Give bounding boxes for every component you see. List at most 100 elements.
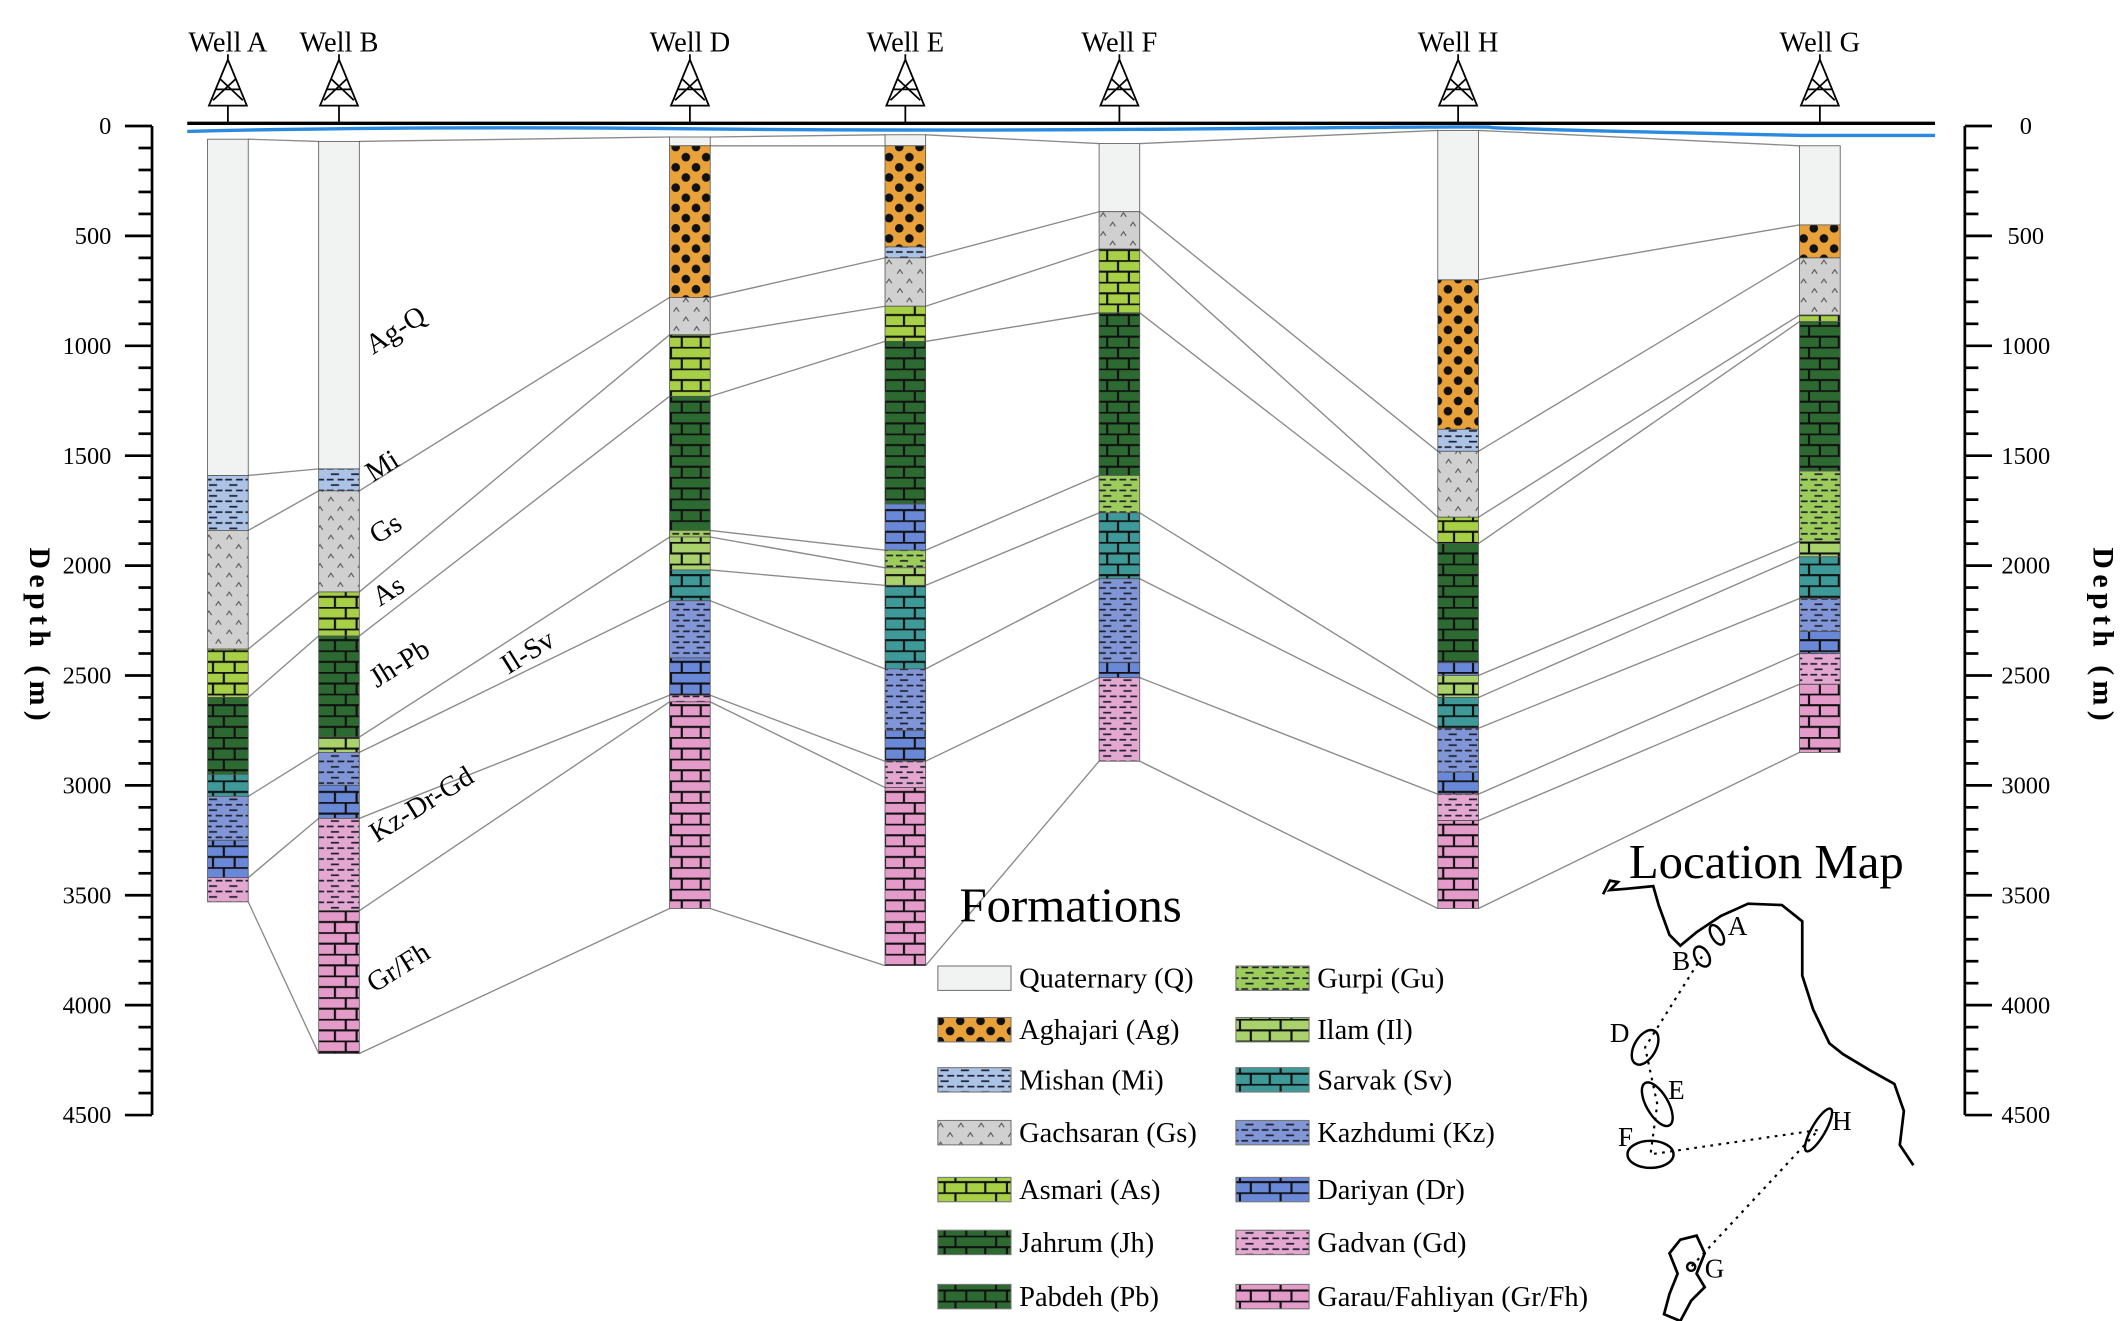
layer-sv bbox=[1098, 512, 1141, 580]
well-name: Well F bbox=[1081, 27, 1157, 58]
tick-label: 3500 bbox=[2001, 882, 2050, 909]
legend-label: Quaternary (Q) bbox=[1019, 964, 1194, 995]
layer-gr bbox=[1799, 683, 1841, 753]
correlation-line bbox=[247, 635, 320, 698]
map-well-label: A bbox=[1728, 911, 1748, 941]
well-name: Well B bbox=[299, 27, 378, 58]
correlation-line bbox=[247, 751, 320, 797]
correlation-line bbox=[1139, 512, 1439, 699]
layer-as bbox=[1437, 516, 1479, 545]
legend-label: Jahrum (Jh) bbox=[1019, 1228, 1154, 1259]
legend-title: Formations bbox=[960, 878, 1182, 932]
legend-item-as: Asmari (As) bbox=[937, 1175, 1161, 1206]
layer-gd bbox=[207, 877, 249, 903]
section-label: Ag-Q bbox=[360, 300, 432, 361]
layer-q bbox=[669, 136, 711, 147]
correlation-line bbox=[925, 677, 1100, 762]
tick-label: 1000 bbox=[63, 333, 112, 360]
map-well-label: E bbox=[1668, 1075, 1685, 1105]
correlation-line bbox=[358, 395, 671, 637]
layer-gr bbox=[1437, 820, 1479, 909]
legend-label: Gachsaran (Gs) bbox=[1019, 1118, 1197, 1149]
legend-label: Aghajari (Ag) bbox=[1019, 1015, 1179, 1046]
legend-label: Dariyan (Dr) bbox=[1317, 1175, 1465, 1206]
legend-item-kz: Kazhdumi (Kz) bbox=[1235, 1118, 1495, 1149]
layer-ag bbox=[669, 145, 711, 298]
correlation-line bbox=[1478, 556, 1800, 699]
legend-swatch bbox=[1235, 1176, 1310, 1203]
oil-derrick-icon bbox=[669, 54, 711, 124]
legend-item-il: Ilam (Il) bbox=[1235, 1015, 1413, 1046]
legend-swatch bbox=[1235, 965, 1310, 991]
correlation-line bbox=[1478, 314, 1800, 518]
section-label: As bbox=[367, 570, 410, 613]
axis-title: Depth (m) bbox=[23, 547, 56, 726]
layer-gu bbox=[884, 549, 927, 569]
correlation-line bbox=[710, 134, 886, 138]
layer-as bbox=[669, 334, 711, 397]
layer-sv bbox=[207, 773, 249, 797]
legend-item-ag: Aghajari (Ag) bbox=[937, 1015, 1179, 1046]
map-well-label: H bbox=[1832, 1106, 1852, 1136]
layer-dr bbox=[884, 503, 927, 551]
layer-gs bbox=[669, 297, 711, 336]
layer-gu bbox=[1098, 475, 1141, 514]
layer-gd bbox=[1098, 677, 1141, 762]
layer-gu bbox=[1799, 470, 1841, 542]
map-well-label: B bbox=[1672, 946, 1690, 976]
correlation-line bbox=[710, 305, 886, 336]
correlation-line bbox=[710, 529, 886, 551]
layer-gu bbox=[669, 530, 711, 538]
formations-legend: Formations Quaternary (Q) Aghajari (Ag) Mis… bbox=[937, 878, 1588, 1313]
layer-as bbox=[1098, 248, 1141, 314]
layer-q bbox=[1799, 145, 1841, 226]
map-well-g: G bbox=[1685, 1254, 1724, 1284]
layer-kz bbox=[1799, 598, 1841, 632]
correlation-line bbox=[1139, 578, 1439, 729]
correlation-line bbox=[925, 134, 1100, 145]
legend-label: Asmari (As) bbox=[1019, 1175, 1160, 1206]
correlation-line bbox=[1139, 760, 1439, 910]
layer-as bbox=[884, 305, 927, 342]
tick-label: 1500 bbox=[63, 443, 112, 470]
tick-label: 2500 bbox=[2001, 663, 2050, 690]
layer-jh bbox=[1799, 321, 1841, 472]
layer-mi bbox=[207, 475, 249, 531]
well-columns: Well A Well B Well D Well E Well F Well H Well… bbox=[188, 27, 1860, 1054]
layer-gs bbox=[1098, 211, 1141, 250]
layer-gd bbox=[1437, 793, 1479, 821]
layer-as bbox=[1799, 314, 1841, 323]
correlation-line bbox=[710, 907, 886, 967]
layer-mi bbox=[884, 246, 927, 259]
tick-label: 0 bbox=[2020, 113, 2032, 140]
legend-item-gd: Gadvan (Gd) bbox=[1235, 1228, 1466, 1259]
correlation-line bbox=[709, 701, 886, 789]
map-well-f: F bbox=[1618, 1122, 1675, 1170]
layer-dr bbox=[1098, 661, 1141, 679]
layer-dr bbox=[1799, 631, 1841, 654]
layer-dr bbox=[669, 657, 711, 696]
field-outline bbox=[1803, 1107, 1834, 1153]
well-h: Well H bbox=[1418, 27, 1498, 909]
tick-label: 2000 bbox=[63, 553, 112, 580]
tick-label: 1000 bbox=[2001, 333, 2050, 360]
correlation-line bbox=[925, 312, 1100, 343]
field-outline bbox=[1692, 945, 1712, 968]
legend-swatch bbox=[1235, 1283, 1310, 1310]
correlation-line bbox=[359, 907, 670, 1055]
layer-dr bbox=[884, 730, 927, 762]
right-depth-axis: 0 500 1000 1500 2000 2500 3000 3500 4000 4500 Dept… bbox=[1963, 113, 2120, 1129]
legend-swatch bbox=[937, 965, 1012, 991]
tick-label: 3500 bbox=[63, 882, 112, 909]
tick-label: 3000 bbox=[63, 773, 112, 800]
map-title: Location Map bbox=[1629, 835, 1904, 889]
map-well-d: D bbox=[1610, 1018, 1660, 1066]
tick-label: 4500 bbox=[63, 1102, 112, 1129]
layer-jh bbox=[318, 635, 360, 738]
field-outline bbox=[1626, 1139, 1675, 1170]
well-e: Well E bbox=[867, 27, 944, 967]
layer-kz bbox=[1098, 578, 1141, 663]
oil-derrick-icon bbox=[1799, 54, 1841, 124]
correlation-line bbox=[358, 334, 671, 593]
section-label: Jh-Pb bbox=[364, 634, 435, 695]
